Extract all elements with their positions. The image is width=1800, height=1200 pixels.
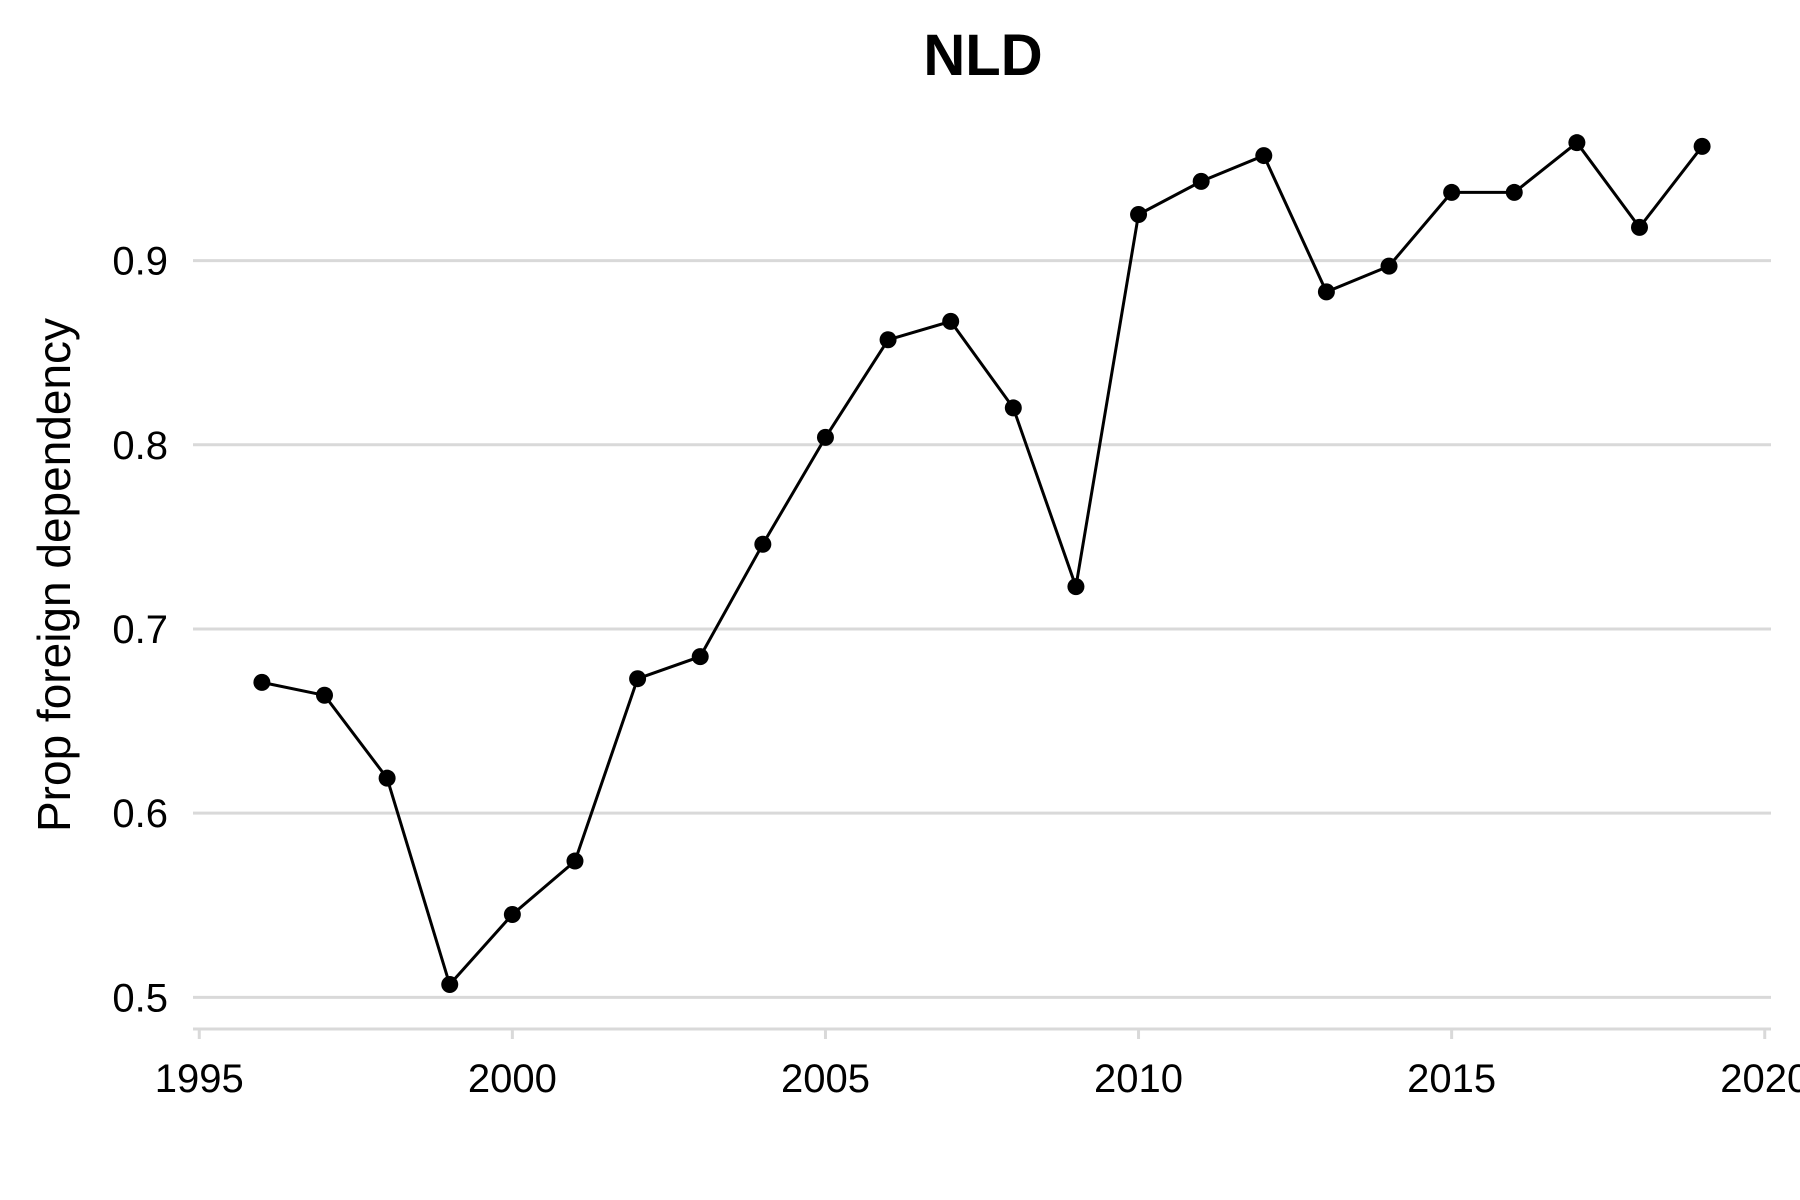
x-tick-label: 2005	[781, 1057, 870, 1101]
grid-lines	[193, 259, 1771, 999]
data-point	[1631, 218, 1648, 236]
data-point	[754, 535, 772, 553]
data-point	[1693, 137, 1711, 155]
data-point	[629, 670, 647, 688]
data-point	[441, 975, 459, 993]
y-tick-label: 0.7	[112, 608, 168, 652]
chart-title: NLD	[923, 23, 1042, 88]
data-point	[1130, 206, 1148, 224]
x-tick-label: 2000	[468, 1057, 557, 1101]
y-tick-label: 0.8	[112, 424, 168, 468]
data-point	[1067, 578, 1085, 596]
y-tick-label: 0.5	[112, 976, 168, 1020]
y-tick-label: 0.9	[112, 240, 168, 284]
data-point	[1568, 134, 1586, 152]
data-point	[566, 852, 584, 870]
y-axis-ticks: 0.5 0.6 0.7 0.8 0.9	[112, 240, 168, 1021]
data-point	[942, 312, 960, 330]
x-tick-label: 2020	[1720, 1057, 1800, 1101]
data-point	[879, 331, 897, 349]
x-tick-label: 2015	[1407, 1057, 1496, 1101]
series	[253, 134, 1711, 993]
data-point	[253, 673, 271, 691]
y-tick-label: 0.6	[112, 792, 168, 836]
data-point	[691, 648, 709, 666]
y-axis-label: Prop foreign dependency	[28, 318, 80, 832]
data-point	[1317, 283, 1335, 301]
data-point	[1443, 183, 1461, 201]
data-point	[1255, 147, 1273, 165]
x-axis	[193, 1027, 1771, 1039]
x-axis-ticks: 1995 2000 2005 2010 2015 2020	[155, 1057, 1800, 1101]
data-point	[816, 428, 834, 446]
data-point	[1380, 257, 1398, 275]
data-point	[1192, 172, 1210, 190]
data-point	[503, 905, 521, 923]
x-tick-label: 1995	[155, 1057, 244, 1101]
data-point	[1505, 183, 1523, 201]
x-tick-label: 2010	[1094, 1057, 1183, 1101]
data-point	[1004, 399, 1022, 417]
series-line	[261, 140, 1704, 988]
data-point	[378, 769, 396, 787]
data-point	[316, 686, 333, 704]
